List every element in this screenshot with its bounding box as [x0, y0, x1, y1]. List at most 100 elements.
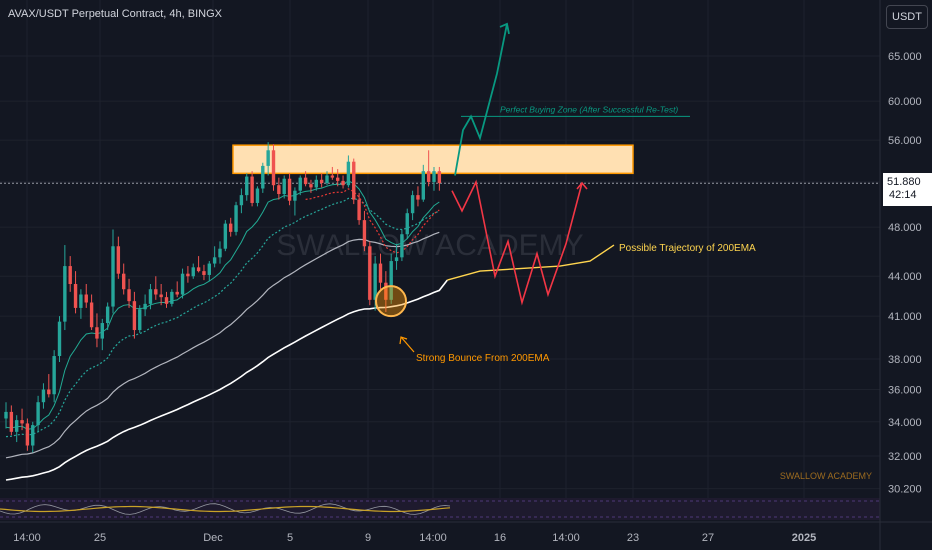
price-axis-background — [880, 0, 932, 550]
candle-body — [79, 294, 83, 308]
candle-body — [180, 273, 185, 295]
candle-body — [239, 195, 244, 206]
candle-body — [95, 327, 99, 339]
candle-body — [368, 246, 372, 300]
time-axis[interactable]: 14:00 25 Dec 5 9 14:00 16 14:00 23 27 2025 — [0, 521, 932, 544]
bearish-projection-path — [451, 179, 583, 306]
bounce-label: Strong Bounce From 200EMA — [416, 353, 550, 364]
candle-body — [319, 179, 324, 184]
candle-body — [384, 282, 388, 300]
candle-body — [186, 273, 190, 277]
candle-body — [202, 271, 206, 275]
candle-body — [416, 195, 420, 200]
candle-body — [31, 425, 35, 446]
candle-body — [432, 171, 436, 182]
ema-20-line — [5, 180, 440, 430]
candle-body — [405, 213, 409, 235]
bearish-arrow-head — [576, 181, 588, 190]
ema-200-line — [5, 279, 448, 481]
candle-body — [100, 323, 104, 339]
candle-body — [287, 178, 292, 201]
candle-body — [20, 420, 24, 424]
candle-body — [57, 321, 62, 357]
candle-body — [41, 389, 46, 403]
candle-body — [394, 257, 399, 262]
current-price-tag: 51.880 42:14 — [883, 173, 932, 206]
price-tick-label: 41.000 — [888, 311, 922, 323]
candle-body — [352, 161, 356, 200]
candle-body — [426, 171, 431, 182]
candle-body — [266, 150, 270, 166]
ema-50-dotted-line — [5, 197, 440, 438]
candle-body — [277, 185, 281, 195]
time-tick-label: 16 — [494, 532, 506, 544]
price-tick-label: 60.000 — [888, 96, 922, 108]
candle-body — [271, 150, 276, 186]
candle-body — [143, 303, 147, 310]
candle-body — [303, 177, 308, 185]
price-tick-label: 56.000 — [888, 135, 922, 147]
ema-red-dotted-line — [305, 188, 440, 254]
candle-body — [105, 306, 110, 324]
candle-body — [148, 289, 153, 304]
price-tick-label: 48.000 — [888, 222, 922, 234]
candle-body — [191, 267, 195, 277]
oscillator-pane — [0, 498, 880, 520]
candle-body — [325, 175, 329, 184]
oscillator-signal-line — [0, 505, 451, 513]
time-tick-label: 25 — [94, 532, 106, 544]
ema-trajectory-label: Possible Trajectory of 200EMA — [619, 243, 756, 254]
footer-brand-label: SWALLOW ACADEMY — [780, 471, 872, 481]
candle-body — [15, 420, 19, 432]
candle-body — [410, 195, 415, 214]
candle-body — [293, 190, 297, 201]
time-tick-label: 5 — [287, 532, 293, 544]
time-tick-label: 2025 — [792, 532, 816, 544]
candle-body — [400, 234, 404, 258]
candle-body — [154, 289, 158, 295]
candle-body — [212, 257, 217, 264]
candle-body — [47, 389, 51, 395]
price-tick-label: 36.000 — [888, 385, 922, 397]
candle-body — [357, 199, 361, 221]
time-tick-label: 9 — [365, 532, 371, 544]
price-tick-label: 44.000 — [888, 271, 922, 283]
candle-body — [138, 309, 142, 331]
time-tick-label: Dec — [203, 532, 223, 544]
candle-body — [223, 223, 228, 249]
bounce-highlight-circle — [375, 285, 407, 318]
candle-body — [346, 161, 351, 186]
candle-body — [250, 176, 254, 203]
resistance-zone — [232, 144, 634, 175]
grid-lines — [0, 0, 880, 520]
price-tick-label: 65.000 — [888, 51, 922, 63]
bounce-pointer-line — [400, 336, 415, 353]
chart-watermark: SWALLOW ACADEMY — [276, 229, 583, 262]
price-axis[interactable]: 65.00060.00056.00052.00048.00044.00041.0… — [879, 0, 932, 550]
candle-body — [111, 246, 115, 307]
time-tick-label: 23 — [627, 532, 639, 544]
candle-body — [122, 273, 126, 290]
candle-body — [255, 188, 260, 203]
candle-body — [196, 267, 201, 272]
candle-body — [341, 180, 345, 186]
candle-body — [170, 291, 174, 304]
candle-body — [36, 402, 40, 426]
candle-countdown: 42:14 — [889, 189, 917, 201]
candle-body — [52, 356, 56, 395]
candle-body — [127, 289, 131, 302]
candle-body — [89, 302, 94, 328]
candle-body — [314, 179, 318, 188]
candle-body — [84, 294, 88, 303]
candle-body — [389, 261, 393, 300]
price-tick-label: 34.000 — [888, 417, 922, 429]
currency-button[interactable]: USDT — [886, 5, 928, 29]
candle-body — [63, 266, 67, 322]
candle-body — [218, 248, 222, 258]
candle-body — [309, 184, 313, 188]
bounce-pointer-head — [399, 336, 408, 345]
time-tick-label: 14:00 — [552, 532, 580, 544]
candle-body — [68, 266, 72, 284]
